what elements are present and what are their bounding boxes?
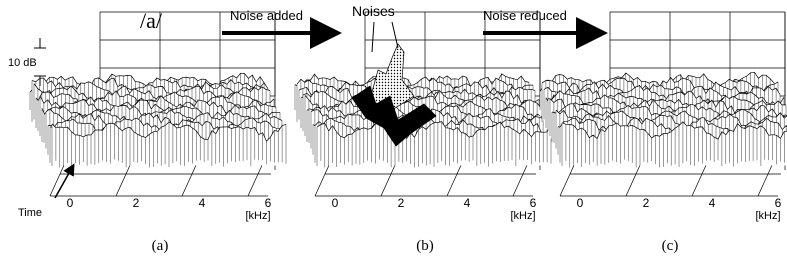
x-tick-label: 0 — [67, 196, 74, 210]
x-tick-label: 4 — [464, 196, 471, 210]
x-tick-label: 6 — [775, 196, 782, 210]
x-tick-label: 4 — [709, 196, 716, 210]
panel — [295, 12, 551, 196]
x-tick-label: 2 — [643, 196, 650, 210]
caption: (c) — [662, 238, 679, 254]
figure: 0246[kHz](a)0246[kHz](b)0246[kHz](c) /a/… — [0, 0, 787, 266]
caption: (b) — [416, 238, 434, 254]
x-tick-label: 6 — [265, 196, 272, 210]
time-label: Time — [18, 207, 42, 219]
x-tick-label: 0 — [332, 196, 339, 210]
panel — [540, 12, 787, 196]
x-unit: [kHz] — [245, 210, 270, 222]
panel — [30, 12, 286, 196]
scale-label: 10 dB — [8, 57, 37, 69]
x-tick-label: 2 — [133, 196, 140, 210]
title: /a/ — [140, 8, 163, 33]
caption: (a) — [152, 238, 169, 254]
x-unit: [kHz] — [510, 210, 535, 222]
arrow-label: Noise added — [230, 8, 303, 23]
x-tick-label: 0 — [577, 196, 584, 210]
noise-label: Noises — [352, 3, 395, 19]
x-tick-label: 4 — [199, 196, 206, 210]
time-arrow — [55, 166, 73, 198]
arrow-label: Noise reduced — [483, 8, 567, 23]
noise-pointers — [372, 22, 398, 52]
x-tick-label: 6 — [530, 196, 537, 210]
x-unit: [kHz] — [755, 210, 780, 222]
x-tick-label: 2 — [398, 196, 405, 210]
